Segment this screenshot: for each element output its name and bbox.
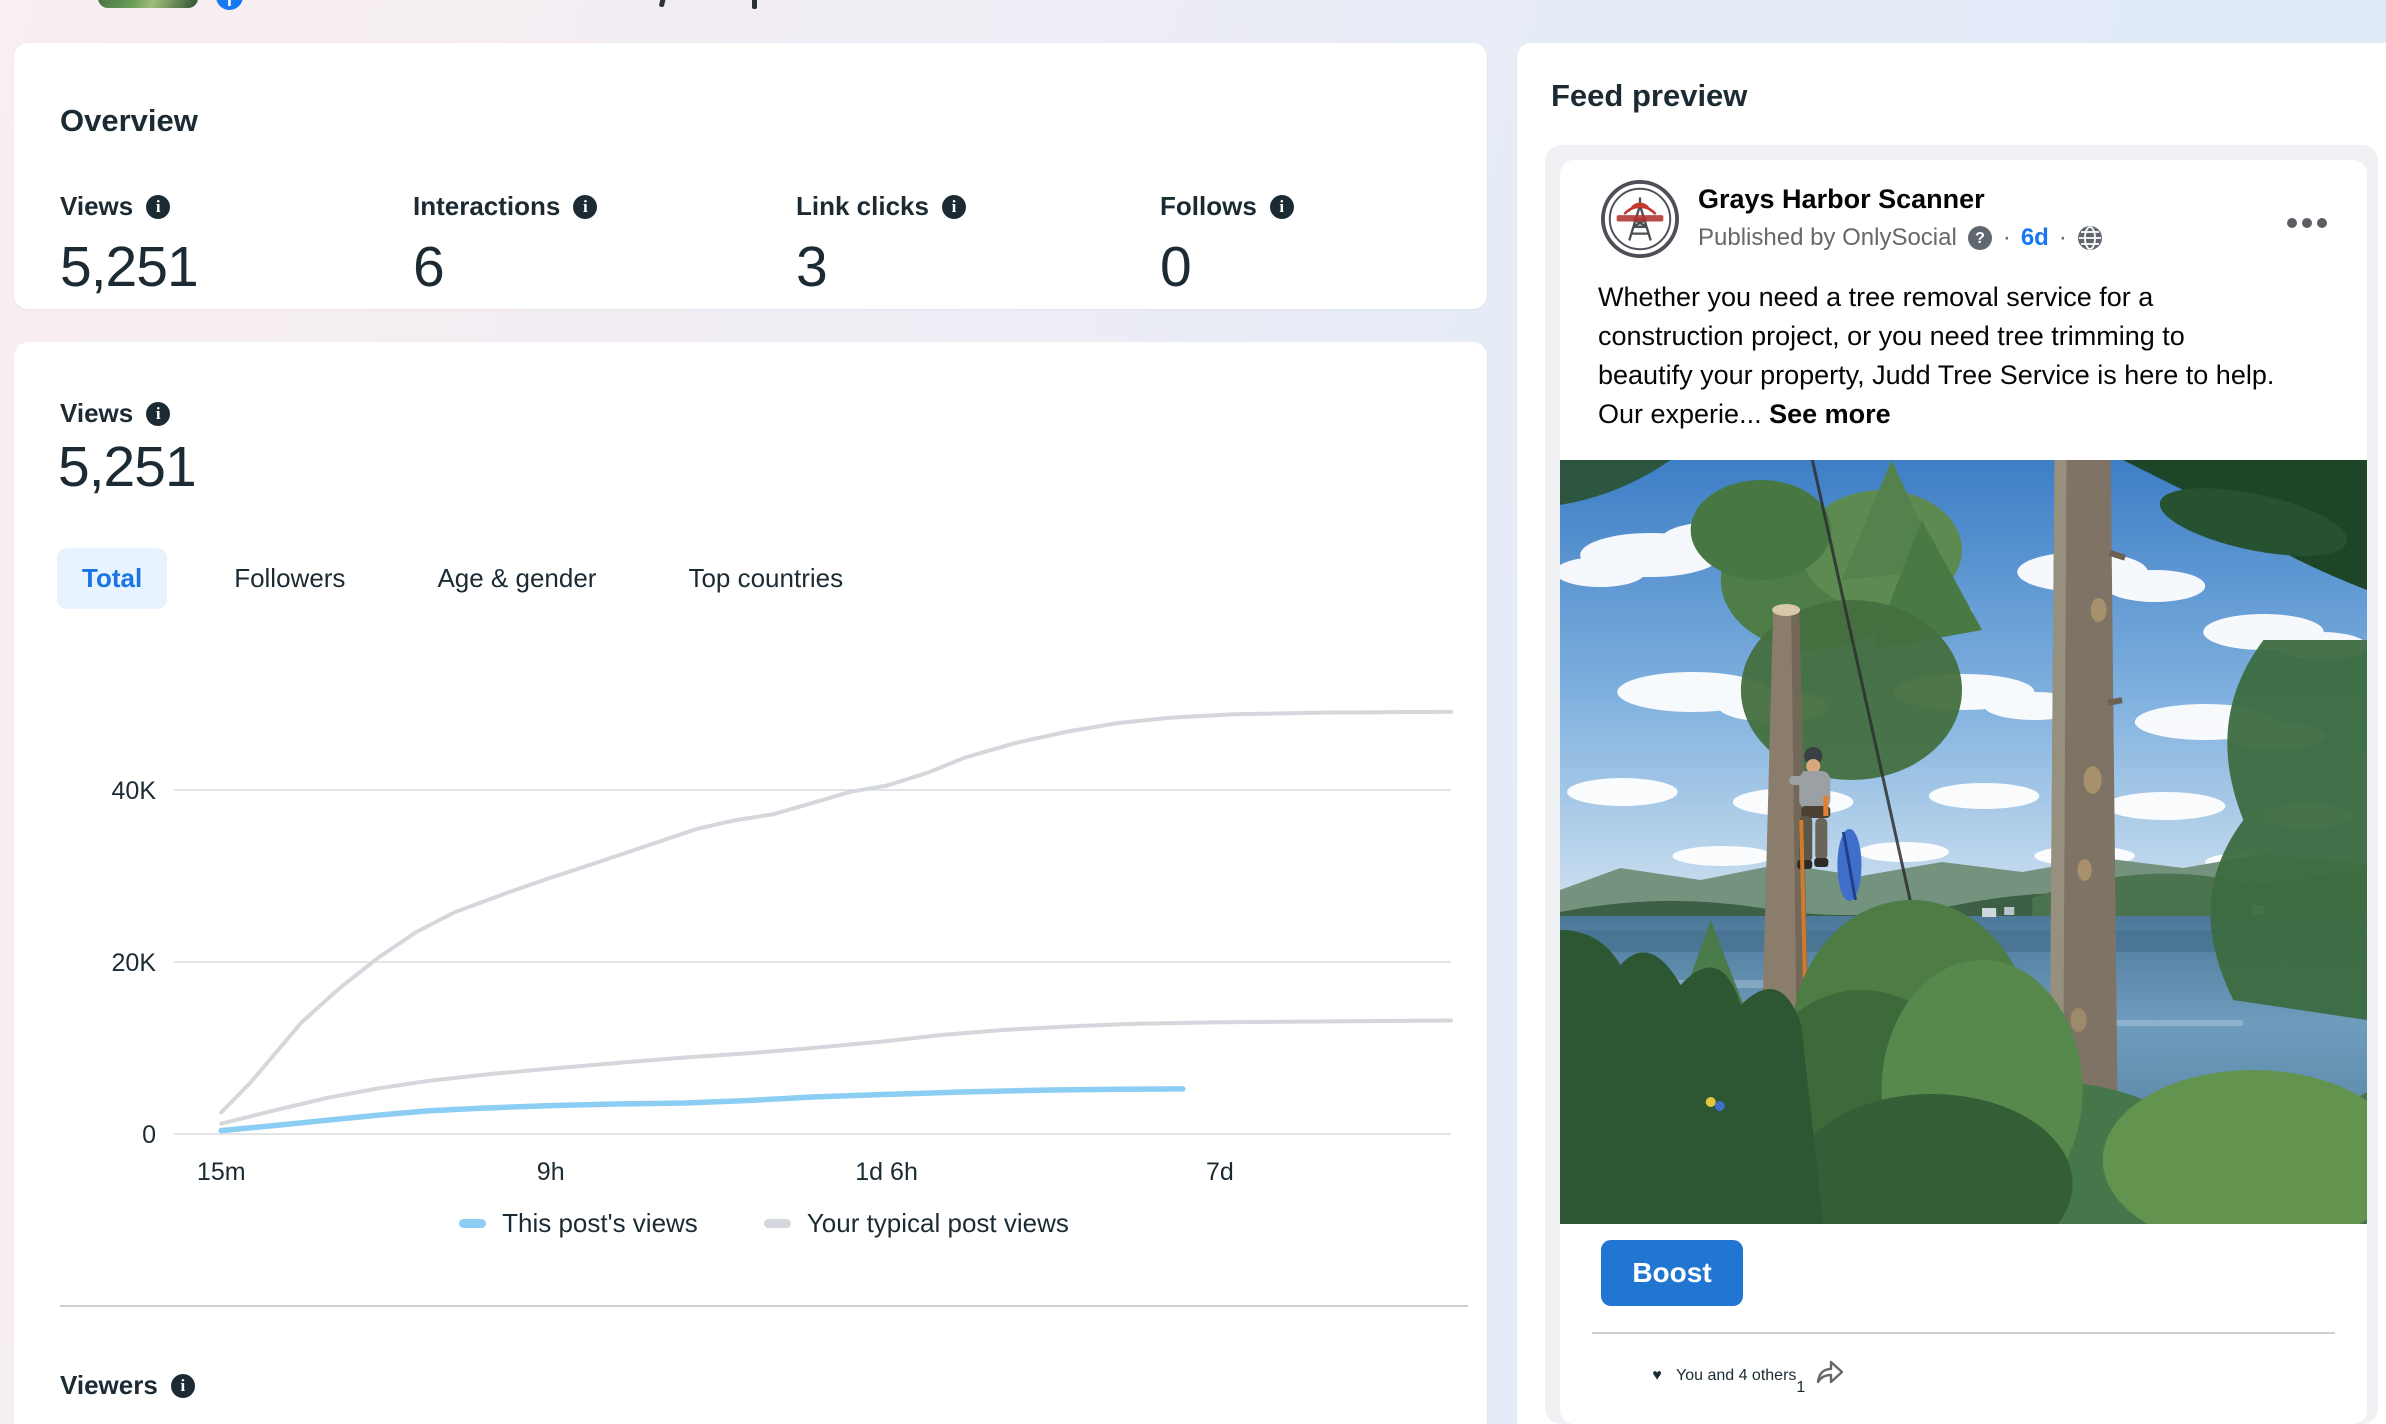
facebook-f-badge-icon: f bbox=[216, 0, 243, 10]
info-icon[interactable]: i bbox=[941, 194, 966, 219]
share-arrow-icon bbox=[1816, 1360, 1843, 1384]
tab-age-gender[interactable]: Age & gender bbox=[437, 563, 597, 593]
chart-line bbox=[218, 1086, 1186, 1134]
post-author-name[interactable]: Grays Harbor Scanner bbox=[1698, 184, 1985, 214]
facebook-post-card: Grays Harbor Scanner Published by OnlySo… bbox=[1560, 160, 2367, 1424]
views-chart: 0 20K 40K 15m 9h 1d 6h 7d bbox=[44, 700, 1464, 1200]
info-icon[interactable]: i bbox=[573, 194, 598, 219]
post-divider bbox=[1592, 1332, 2335, 1334]
meta-separator: · bbox=[2002, 224, 2011, 251]
y-tick-label: 40K bbox=[112, 777, 157, 805]
metric-label: Interactions bbox=[413, 191, 561, 221]
see-more-link[interactable]: See more bbox=[1769, 399, 1891, 429]
overview-card: Overview Views i 5,251 Interactions i 6 Li… bbox=[14, 43, 1487, 309]
post-thumbnail-image[interactable] bbox=[98, 0, 198, 8]
thumbs-up-reaction-icon[interactable] bbox=[1600, 1356, 1638, 1395]
overview-title: Overview bbox=[60, 103, 198, 138]
signal-arcs-icon bbox=[1623, 202, 1657, 216]
feed-preview-title: Feed preview bbox=[1551, 78, 1748, 113]
views-line-chart: 0 20K 40K 15m 9h 1d 6h 7d bbox=[112, 709, 1453, 1186]
legend-label: Your typical post views bbox=[806, 1208, 1069, 1238]
metric-value: 0 bbox=[1160, 235, 1192, 299]
x-tick-label: 1d 6h bbox=[855, 1158, 918, 1186]
heart-reaction-icon[interactable]: ♥ bbox=[1638, 1356, 1676, 1395]
post-photo[interactable] bbox=[1560, 460, 2367, 1224]
views-section-header: Views i bbox=[60, 398, 171, 429]
tab-total[interactable]: Total bbox=[57, 548, 168, 609]
foreground-foliage bbox=[1560, 900, 2367, 1224]
metric-label: Link clicks bbox=[796, 191, 929, 221]
info-icon[interactable]: i bbox=[146, 194, 171, 219]
chart-line bbox=[219, 1018, 1453, 1126]
metric-value: 5,251 bbox=[60, 235, 199, 299]
metric-label: Views bbox=[60, 191, 134, 221]
info-icon[interactable]: i bbox=[1269, 194, 1294, 219]
x-tick-label: 9h bbox=[537, 1158, 565, 1186]
chart-line bbox=[219, 709, 1453, 1115]
metric-follows: Follows i 0 bbox=[1160, 191, 1294, 300]
body-line: beautify your property, Judd Tree Servic… bbox=[1598, 360, 2275, 390]
y-tick-label: 0 bbox=[142, 1121, 156, 1149]
viewers-section-header: Viewers i bbox=[60, 1370, 195, 1401]
section-divider bbox=[60, 1305, 1468, 1307]
legend-swatch-gray bbox=[763, 1219, 791, 1228]
feed-preview-panel: Feed preview bbox=[1517, 43, 2386, 1424]
viewers-label: Viewers bbox=[60, 1370, 158, 1400]
reactions-summary[interactable]: You and 4 others bbox=[1676, 1366, 1797, 1384]
views-tabs: Total Followers Age & gender Top countri… bbox=[57, 548, 868, 609]
right-foliage bbox=[2210, 640, 2367, 1020]
mid-tree-crowns bbox=[1690, 460, 1983, 780]
metric-interactions: Interactions i 6 bbox=[413, 191, 598, 300]
legend-swatch-blue bbox=[459, 1219, 487, 1228]
metric-views: Views i 5,251 bbox=[60, 191, 199, 300]
svg-text:?: ? bbox=[1975, 230, 1985, 247]
metric-value: 3 bbox=[796, 235, 828, 299]
cutoff-text-fragment bbox=[752, 0, 757, 9]
tab-followers[interactable]: Followers bbox=[234, 563, 346, 593]
y-tick-label: 20K bbox=[112, 949, 157, 977]
legend-this-post: This post's views bbox=[459, 1208, 698, 1239]
info-icon[interactable]: i bbox=[170, 1373, 195, 1398]
metric-link-clicks: Link clicks i 3 bbox=[796, 191, 966, 300]
facebook-f-glyph: f bbox=[226, 0, 233, 11]
tab-top-countries[interactable]: Top countries bbox=[688, 563, 844, 593]
body-line: Our experie... See more bbox=[1598, 399, 1891, 429]
legend-typical: Your typical post views bbox=[763, 1208, 1069, 1239]
metric-label: Follows bbox=[1160, 191, 1257, 221]
post-body-text: Whether you need a tree removal service … bbox=[1598, 278, 2367, 434]
published-by-text: Published by OnlySocial bbox=[1698, 224, 1957, 251]
globe-audience-icon bbox=[2077, 226, 2102, 250]
info-icon[interactable]: i bbox=[146, 401, 171, 426]
post-reactions-row: ♥ You and 4 others 1 bbox=[1600, 1354, 2327, 1397]
legend-label: This post's views bbox=[502, 1208, 698, 1238]
post-options-menu-icon[interactable] bbox=[2287, 218, 2327, 228]
post-meta-row: Published by OnlySocial ? · 6d · bbox=[1698, 224, 2103, 252]
chart-legend: This post's views Your typical post view… bbox=[60, 1208, 1468, 1239]
share-count: 1 bbox=[1796, 1379, 1806, 1396]
logo-text-band bbox=[1616, 215, 1664, 222]
metric-value: 6 bbox=[413, 235, 445, 299]
post-preview-container: Grays Harbor Scanner Published by OnlySo… bbox=[1545, 145, 2378, 1424]
page-avatar[interactable] bbox=[1601, 180, 1679, 258]
x-tick-label: 7d bbox=[1206, 1158, 1234, 1186]
boost-button[interactable]: Boost bbox=[1601, 1240, 1743, 1306]
question-circle-icon[interactable]: ? bbox=[1967, 225, 1993, 251]
views-card: Views i 5,251 Total Followers Age & gend… bbox=[14, 342, 1487, 1424]
views-total-value: 5,251 bbox=[58, 435, 197, 499]
meta-separator: · bbox=[2058, 224, 2067, 251]
cutoff-text-fragment bbox=[658, 0, 667, 8]
x-tick-label: 15m bbox=[197, 1158, 246, 1186]
views-label: Views bbox=[60, 398, 134, 428]
body-line: Whether you need a tree removal service … bbox=[1598, 282, 2154, 312]
body-line: construction project, or you need tree t… bbox=[1598, 321, 2185, 351]
post-age[interactable]: 6d bbox=[2020, 224, 2049, 251]
share-count-group[interactable]: 1 bbox=[1796, 1354, 1847, 1397]
